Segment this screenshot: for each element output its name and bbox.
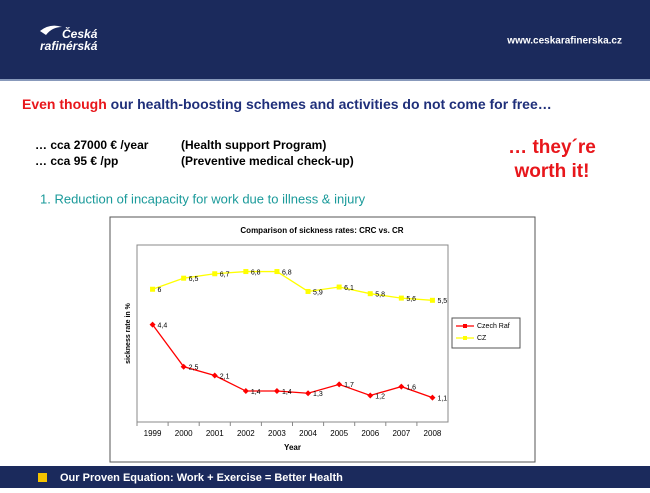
legend-label: CZ (477, 335, 487, 342)
x-axis-label: Year (284, 443, 301, 452)
data-label: 5,5 (437, 298, 447, 305)
data-label: 1,1 (437, 396, 447, 403)
marker (150, 286, 156, 292)
cost-note: (Health support Program) (181, 138, 326, 152)
marker (336, 284, 342, 290)
logo: rafinérská (40, 39, 98, 53)
logo: Česká (62, 26, 98, 41)
data-label: 1,3 (313, 391, 323, 398)
marker (429, 297, 435, 303)
data-label: 6,8 (251, 269, 261, 276)
bullet (38, 473, 47, 482)
legend-label: Czech Raf (477, 323, 510, 330)
marker (367, 291, 373, 297)
marker (398, 383, 405, 390)
data-label: 1,2 (375, 393, 385, 400)
x-tick-label: 2003 (268, 429, 286, 438)
legend-marker (463, 336, 467, 340)
point: 1. Reduction of incapacity for work due … (40, 191, 366, 206)
marker (180, 363, 187, 370)
marker (305, 288, 311, 294)
data-label: 6,7 (220, 272, 230, 279)
data-label: 1,6 (406, 384, 416, 391)
marker (211, 372, 218, 379)
x-tick-label: 2006 (361, 429, 379, 438)
x-tick-label: 2005 (330, 429, 348, 438)
marker (242, 388, 249, 395)
data-label: 5,8 (375, 292, 385, 299)
y-axis-label: sickness rate in % (125, 302, 132, 363)
marker (149, 321, 156, 328)
headline: Even though our health-boosting schemes … (22, 96, 552, 112)
data-label: 6,8 (282, 269, 292, 276)
marker (273, 388, 280, 395)
data-label: 5,6 (406, 296, 416, 303)
marker (243, 269, 249, 275)
data-label: 6 (158, 287, 162, 294)
claim: worth it! (514, 161, 590, 182)
x-tick-label: 2001 (206, 429, 224, 438)
marker (212, 271, 218, 277)
chart-title: Comparison of sickness rates: CRC vs. CR (240, 226, 403, 235)
x-tick-label: 2002 (237, 429, 255, 438)
series-line (152, 324, 433, 399)
x-tick-label: 2000 (175, 429, 193, 438)
marker (274, 269, 280, 275)
url: www.ceskarafinerska.cz (506, 36, 622, 47)
plot-area (136, 244, 449, 423)
footer: Our Proven Equation: Work + Exercise = B… (60, 472, 343, 484)
footer-band (0, 466, 650, 488)
data-label: 4,4 (158, 322, 168, 329)
legend-marker (463, 324, 467, 328)
marker (181, 275, 187, 281)
chart: Comparison of sickness rates: CRC vs. CR… (125, 226, 521, 452)
x-tick-label: 1999 (144, 429, 162, 438)
claim: … they´re (508, 137, 596, 158)
data-label: 1,4 (251, 389, 261, 396)
data-label: 2,5 (189, 365, 199, 372)
data-label: 1,7 (344, 382, 354, 389)
header-band (0, 0, 650, 80)
data-label: 5,9 (313, 289, 323, 296)
cost-amount: … cca 95 € /pp (35, 154, 118, 168)
x-tick-label: 2004 (299, 429, 317, 438)
cost-amount: … cca 27000 € /year (35, 138, 149, 152)
marker (429, 394, 436, 401)
series-line (152, 270, 433, 301)
marker (305, 390, 312, 397)
legend-box (451, 317, 521, 349)
logo-swoosh (40, 25, 62, 35)
marker (336, 381, 343, 388)
x-tick-label: 2007 (392, 429, 410, 438)
cost-note: (Preventive medical check-up) (181, 154, 354, 168)
marker (398, 295, 404, 301)
data-label: 6,1 (344, 285, 354, 292)
data-label: 2,1 (220, 373, 230, 380)
marker (367, 392, 374, 399)
x-tick-label: 2008 (424, 429, 442, 438)
data-label: 1,4 (282, 389, 292, 396)
data-label: 6,5 (189, 276, 199, 283)
